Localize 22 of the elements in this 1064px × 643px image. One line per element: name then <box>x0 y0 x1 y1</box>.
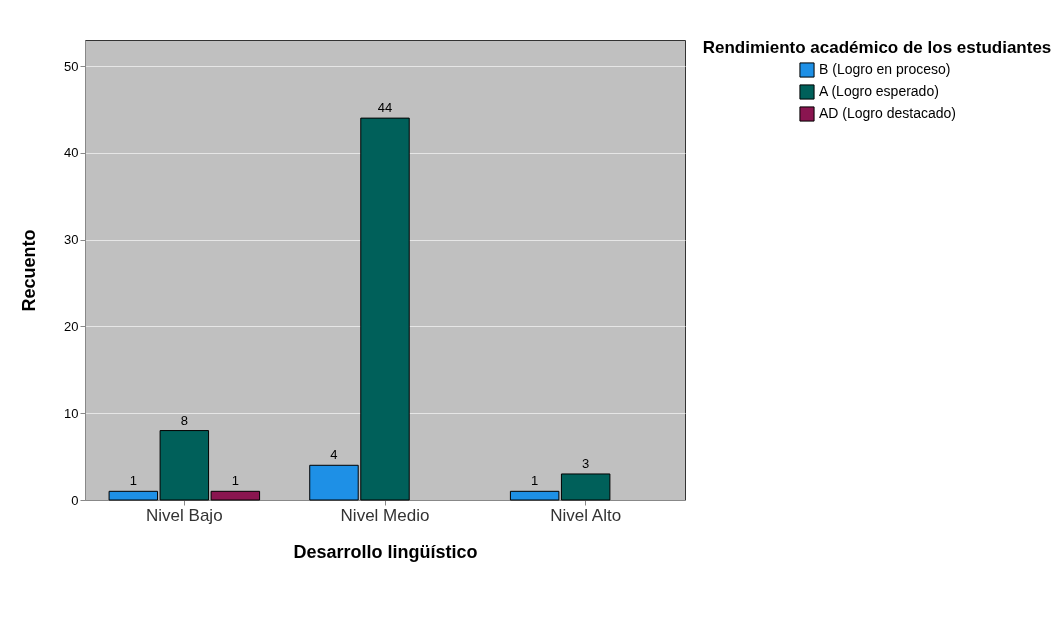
y-tick-label: 50 <box>64 58 79 74</box>
data-label: 44 <box>377 100 393 116</box>
data-label: 3 <box>582 455 590 471</box>
y-tick-label: 30 <box>64 232 79 248</box>
x-tick-label: Nivel Bajo <box>146 505 223 525</box>
data-label: 8 <box>180 412 188 428</box>
data-label: 1 <box>531 473 539 489</box>
legend-label: A (Logro esperado) <box>819 83 939 99</box>
x-tick-label: Nivel Medio <box>340 505 430 525</box>
y-tick-label: 10 <box>64 405 79 421</box>
data-label: 1 <box>231 473 239 489</box>
y-axis-title: Recuento <box>19 229 40 312</box>
legend-label: B (Logro en proceso) <box>819 61 951 77</box>
legend-title: Rendimiento académico de los estudiantes <box>702 38 1052 57</box>
data-label: 4 <box>330 447 338 463</box>
y-tick-label: 40 <box>64 145 79 161</box>
y-tick-label: 0 <box>71 492 79 508</box>
x-tick-label: Nivel Alto <box>550 505 622 525</box>
legend-label: AD (Logro destacado) <box>819 105 956 121</box>
x-axis-title: Desarrollo lingüístico <box>293 541 478 562</box>
data-label: 1 <box>129 473 137 489</box>
y-tick-label: 20 <box>64 318 79 334</box>
